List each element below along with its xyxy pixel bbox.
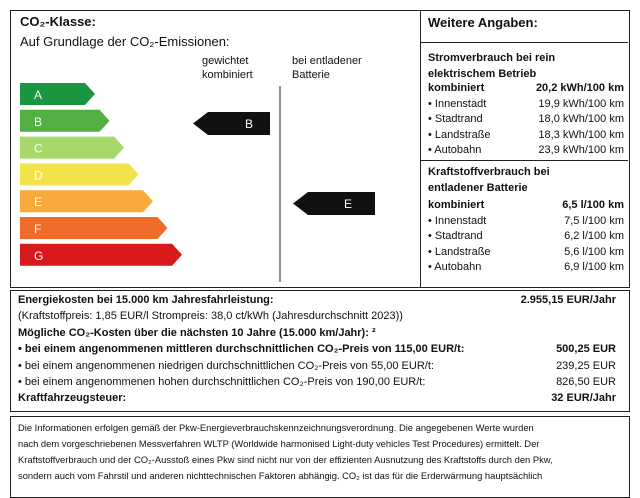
cost-label: (Kraftstoffpreis: 1,85 EUR/l Strompreis:… [18, 310, 403, 323]
class-label: B [34, 115, 42, 129]
row-value: 6,5 l/100 km [562, 199, 624, 211]
cost-value: 500,25 EUR [556, 343, 616, 356]
class-arrow [20, 190, 153, 213]
separator [420, 42, 628, 43]
row-label: • Landstraße [428, 128, 491, 141]
row-label: • Stadtrand [428, 230, 483, 242]
cost-value: 2.955,15 EUR/Jahr [520, 294, 616, 306]
row-label: kombiniert [428, 199, 485, 211]
co2-subtitle: Auf Grundlage der CO₂-Emissionen: [20, 34, 230, 49]
section-heading: entladener Batterie [428, 182, 528, 194]
footnote-line: Die Informationen erfolgen gemäß der Pkw… [18, 422, 534, 433]
cost-label: • bei einem angenommenen mittleren durch… [18, 343, 465, 356]
row-value: 5,6 l/100 km [564, 245, 624, 258]
cost-value: 826,50 EUR [556, 376, 616, 388]
marker-label: B [245, 117, 253, 131]
row-label: • Landstraße [428, 245, 491, 258]
footnote-line: Kraftstoffverbrauch und der CO₂-Ausstoß … [18, 454, 553, 465]
col-header: Batterie [292, 69, 330, 81]
row-label: • Innenstadt [428, 97, 487, 110]
class-label: A [34, 88, 42, 102]
class-label: E [34, 195, 42, 209]
class-arrow [20, 163, 139, 186]
row-label: • Stadtrand [428, 113, 483, 125]
section-heading: elektrischem Betrieb [428, 68, 537, 80]
co2-title: CO₂-Klasse: [20, 14, 96, 29]
details-box [420, 10, 630, 288]
cost-value: 32 EUR/Jahr [551, 392, 616, 405]
costs-box [10, 290, 630, 412]
row-value: 18,0 kWh/100 km [538, 113, 624, 125]
section-heading: Kraftstoffverbrauch bei [428, 166, 550, 178]
row-value: 7,5 l/100 km [564, 214, 624, 227]
marker-label: E [344, 197, 352, 211]
col-header: kombiniert [202, 69, 253, 81]
row-label: • Autobahn [428, 144, 482, 156]
row-value: 6,9 l/100 km [564, 261, 624, 273]
footnote-line: sondern auch vom Fahrstil und anderen ni… [18, 470, 543, 481]
row-label: • Autobahn [428, 261, 482, 273]
class-label: C [34, 142, 43, 156]
col-header: gewichtet [202, 55, 249, 67]
class-arrow [20, 109, 110, 132]
row-value: 19,9 kWh/100 km [538, 97, 624, 110]
class-arrow [20, 136, 124, 159]
cost-label: Mögliche CO₂-Kosten über die nächsten 10… [18, 326, 376, 339]
row-value: 6,2 l/100 km [564, 230, 624, 242]
details-title: Weitere Angaben: [428, 15, 538, 30]
separator [420, 160, 628, 161]
row-value: 20,2 kWh/100 km [535, 82, 624, 94]
cost-label: Energiekosten bei 15.000 km Jahresfahrle… [18, 294, 274, 306]
page: CO₂-Klasse: Auf Grundlage der CO₂-Emissi… [10, 10, 630, 498]
marker-arrow [293, 192, 375, 215]
class-arrow [20, 217, 168, 239]
footnote-line: nach dem vorgeschriebenen Messverfahren … [18, 438, 540, 449]
cost-label: • bei einem angenommenen niedrigen durch… [18, 359, 434, 372]
class-label: F [34, 222, 41, 236]
cost-value: 239,25 EUR [556, 359, 616, 372]
class-arrow [20, 83, 95, 105]
row-value: 23,9 kWh/100 km [538, 144, 624, 156]
cost-label: • bei einem angenommenen hohen durchschn… [18, 376, 426, 388]
row-label: • Innenstadt [428, 214, 487, 227]
class-arrow [20, 243, 182, 266]
row-value: 18,3 kWh/100 km [538, 128, 624, 141]
col-header: bei entladener [292, 55, 362, 67]
cost-label: Kraftfahrzeugsteuer: [18, 392, 127, 405]
class-label: G [34, 249, 43, 263]
class-label: D [34, 168, 43, 182]
row-label: kombiniert [428, 82, 485, 94]
marker-arrow [193, 112, 270, 135]
section-heading: Stromverbrauch bei rein [428, 52, 556, 64]
